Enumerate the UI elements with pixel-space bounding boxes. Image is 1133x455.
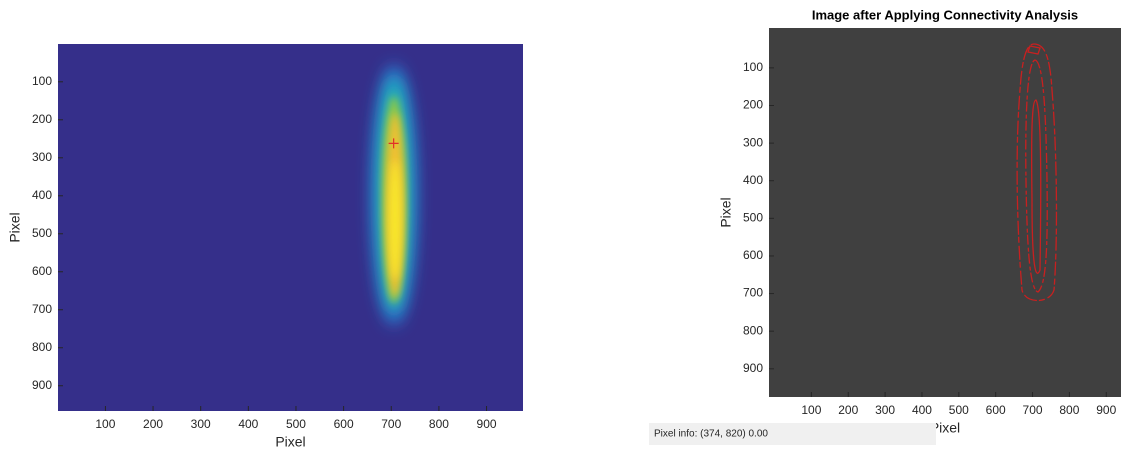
x-axis-label: Pixel xyxy=(275,434,305,450)
y-tick-label: 400 xyxy=(32,188,52,202)
y-tick-label: 800 xyxy=(743,323,763,337)
x-tick-label: 600 xyxy=(986,403,1006,417)
x-tick-label: 700 xyxy=(1023,403,1043,417)
y-tick-label: 600 xyxy=(743,248,763,262)
y-tick-label: 900 xyxy=(743,361,763,375)
y-tick-label: 900 xyxy=(32,378,52,392)
y-tick-label: 500 xyxy=(743,211,763,225)
centroid-marker xyxy=(388,138,399,149)
y-tick-label: 700 xyxy=(743,286,763,300)
pixel-info: Pixel info: (374, 820) 0.00 xyxy=(654,429,768,440)
y-tick-label: 300 xyxy=(743,135,763,149)
chart-title: Image after Applying Connectivity Analys… xyxy=(812,7,1078,22)
x-axis-label: Pixel xyxy=(930,420,960,436)
y-tick-label: 600 xyxy=(32,264,52,278)
x-tick-label: 300 xyxy=(191,417,211,431)
x-tick-label: 900 xyxy=(477,417,497,431)
y-tick-label: 100 xyxy=(743,60,763,74)
y-tick-label: 200 xyxy=(32,112,52,126)
x-tick-label: 800 xyxy=(429,417,449,431)
x-tick-label: 500 xyxy=(949,403,969,417)
status-bar xyxy=(649,423,936,445)
plot-background xyxy=(769,28,1121,397)
y-tick-label: 700 xyxy=(32,302,52,316)
x-tick-label: 800 xyxy=(1059,403,1079,417)
axes: 100 200 300 400 500 600 700 800 900 100 200 300 400 5… xyxy=(718,7,1117,435)
plot-background xyxy=(58,44,523,411)
x-tick-label: 400 xyxy=(912,403,932,417)
x-tick-label: 700 xyxy=(381,417,401,431)
contours xyxy=(1016,43,1058,302)
x-tick-label: 500 xyxy=(286,417,306,431)
y-tick-label: 100 xyxy=(32,74,52,88)
x-tick-label: 400 xyxy=(238,417,258,431)
y-axis-label: Pixel xyxy=(7,212,23,242)
y-tick-label: 800 xyxy=(32,340,52,354)
y-axis-label: Pixel xyxy=(718,197,734,227)
x-tick-label: 100 xyxy=(801,403,821,417)
x-tick-label: 600 xyxy=(334,417,354,431)
y-tick-label: 200 xyxy=(743,98,763,112)
image-area xyxy=(769,28,1121,397)
x-tick-label: 200 xyxy=(838,403,858,417)
y-tick-label: 300 xyxy=(32,150,52,164)
x-tick-label: 300 xyxy=(875,403,895,417)
x-tick-label: 900 xyxy=(1096,403,1116,417)
y-tick-label: 500 xyxy=(32,226,52,240)
x-tick-label: 100 xyxy=(95,417,115,431)
x-tick-label: 200 xyxy=(143,417,163,431)
y-tick-label: 400 xyxy=(743,173,763,187)
axes: 100 200 300 400 500 600 700 800 900 100 200 300 400 5… xyxy=(7,74,497,450)
intensity-blob xyxy=(372,65,416,325)
image-area xyxy=(58,44,523,411)
